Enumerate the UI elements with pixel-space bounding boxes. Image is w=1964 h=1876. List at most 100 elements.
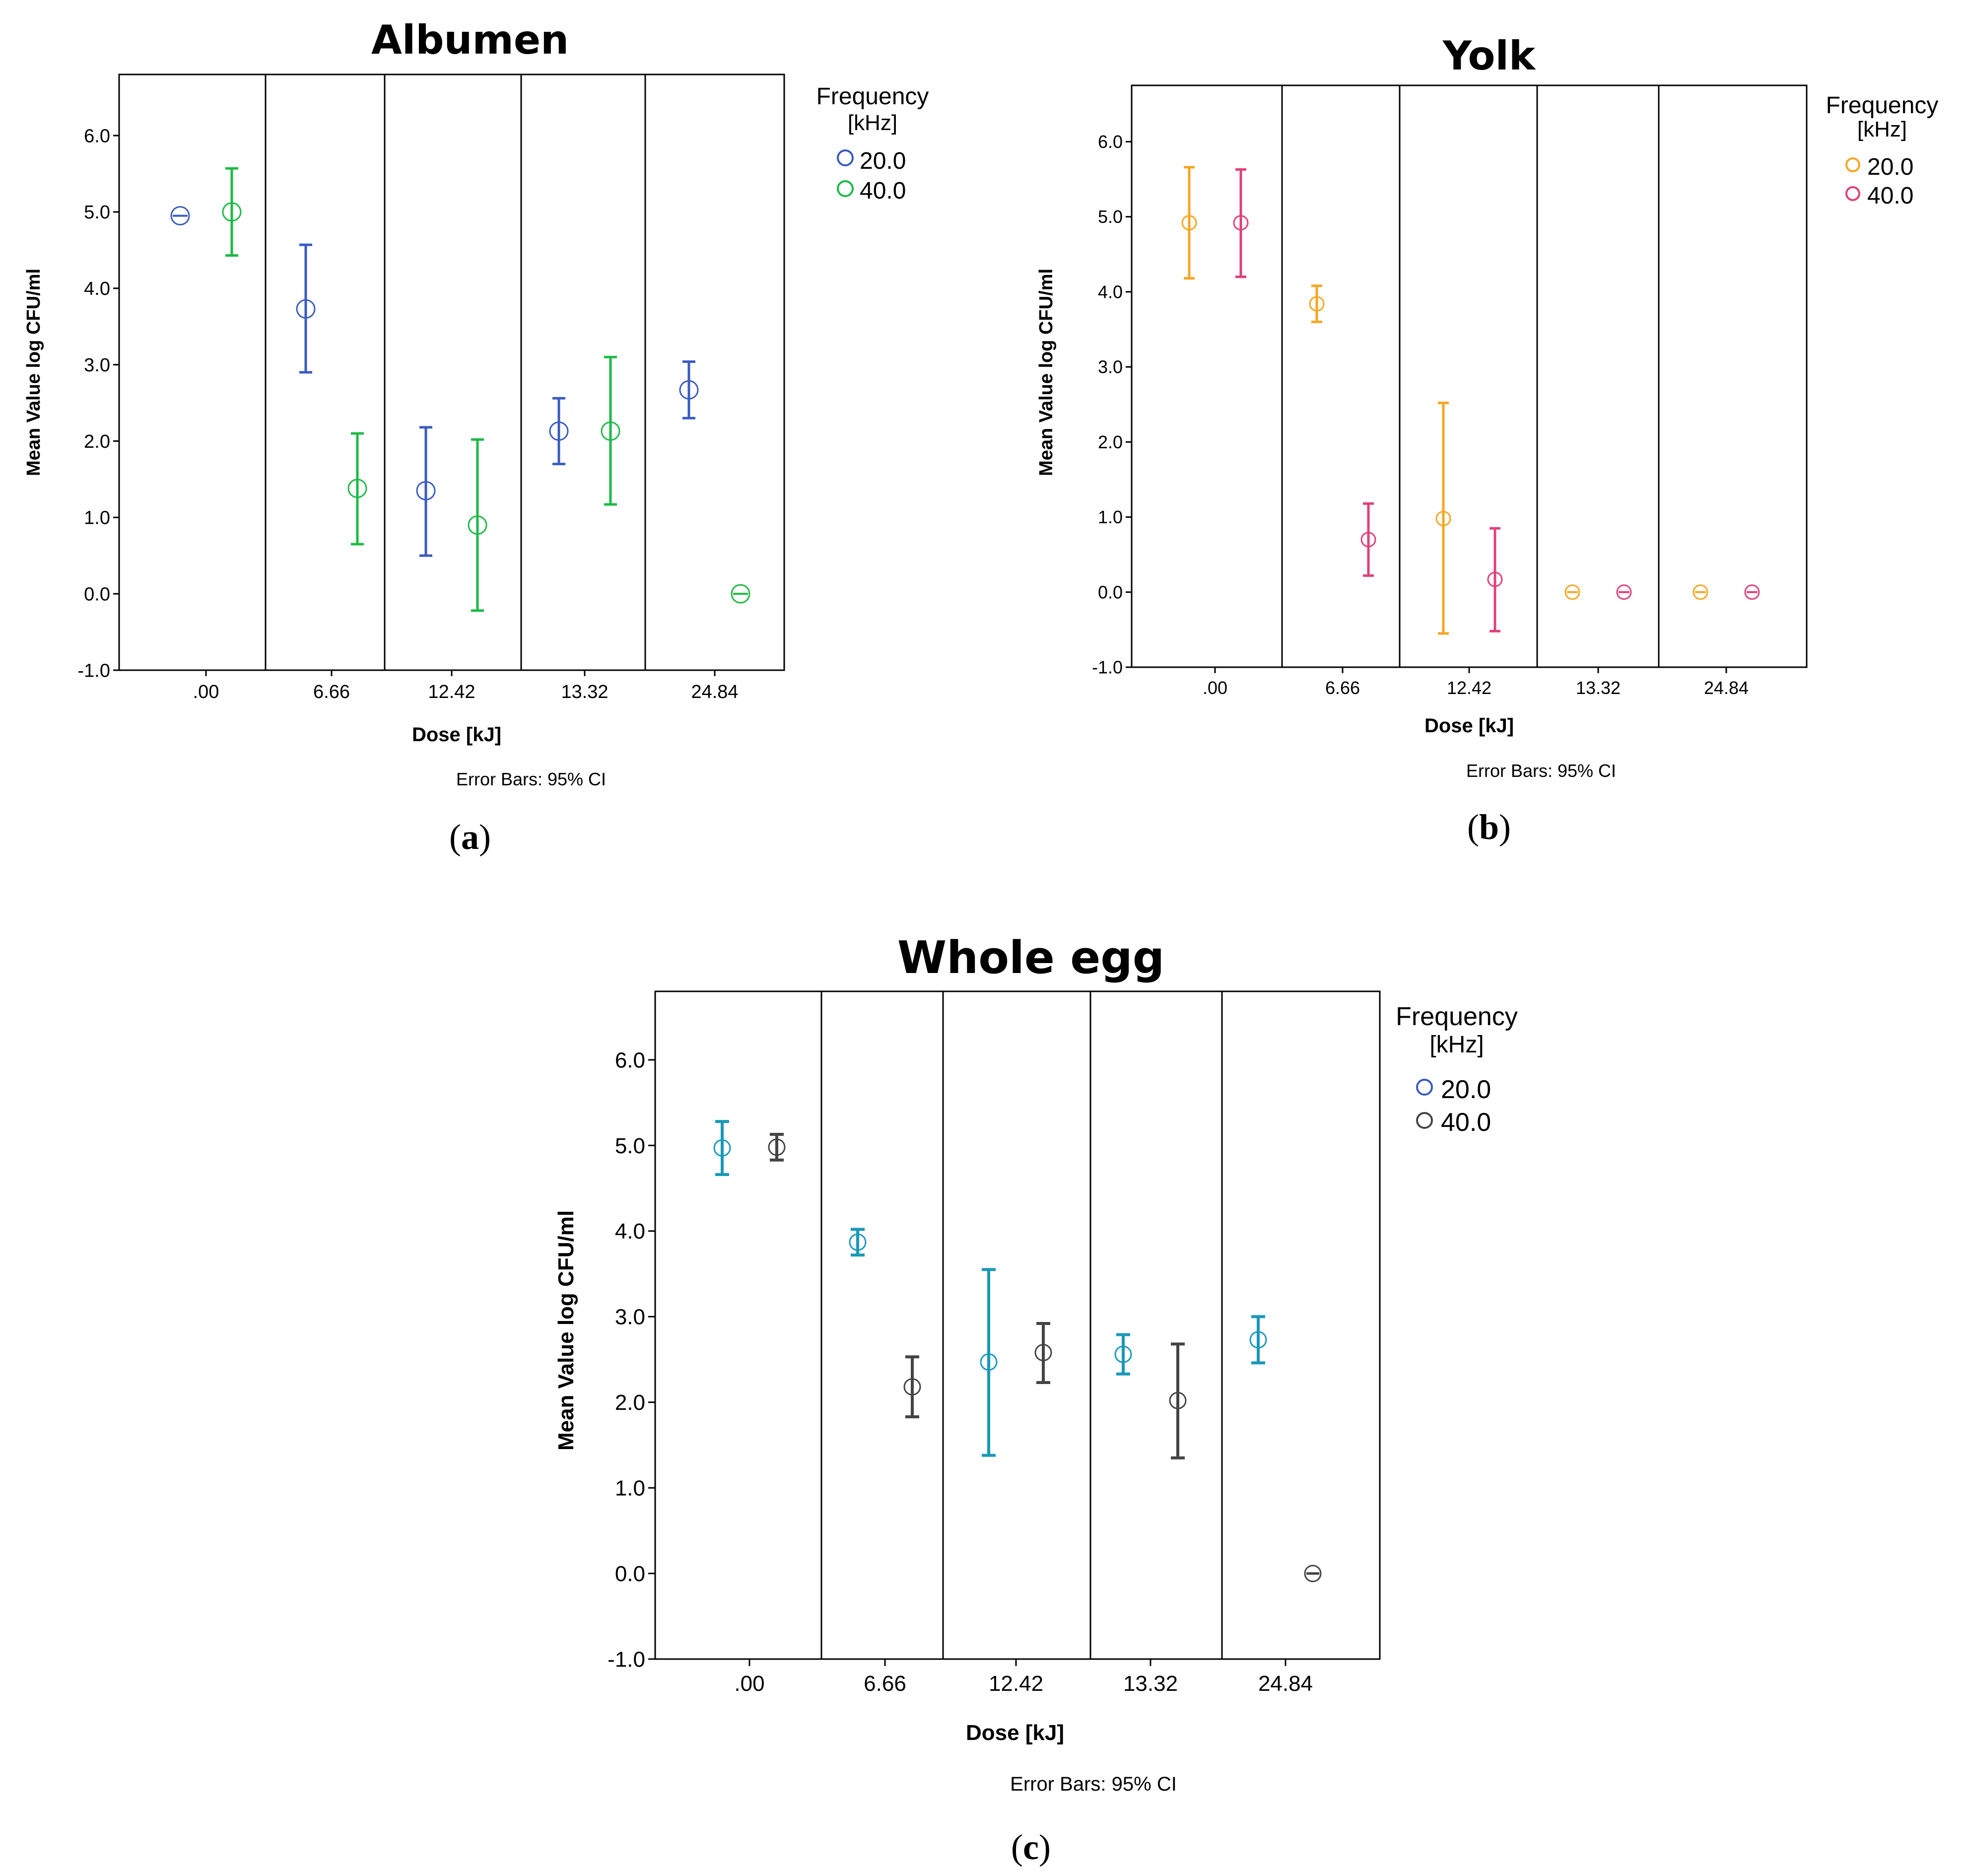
data-marks: [170, 167, 750, 612]
panel-letter: a: [461, 817, 479, 857]
y-tick-label: 0.0: [615, 1562, 645, 1586]
data-point-20-0: [549, 397, 569, 466]
plot-frame: [118, 73, 785, 671]
x-tick-label: 12.42: [989, 1671, 1043, 1696]
y-tick-label: -1.0: [1092, 657, 1123, 678]
mean-marker: [416, 481, 436, 500]
data-point-40-0: [601, 355, 620, 506]
x-tick-label: 13.32: [1576, 678, 1621, 698]
mean-marker: [980, 1353, 998, 1371]
data-point-20-0: [1181, 166, 1197, 280]
mean-marker: [549, 421, 569, 441]
plot-frame: [1131, 84, 1808, 668]
mean-marker: [1233, 215, 1249, 231]
legend-title-unit: [kHz]: [848, 111, 897, 135]
x-tick-label: 6.66: [313, 682, 350, 702]
mean-marker: [1616, 584, 1632, 600]
data-point-40-0: [1360, 502, 1376, 577]
error-bar-note: Error Bars: 95% CI: [1466, 761, 1616, 781]
y-tick-label: 1.0: [1098, 507, 1123, 527]
data-point-40-0: [903, 1355, 921, 1419]
category-separators: [1281, 85, 1660, 667]
mean-marker: [713, 1139, 731, 1157]
y-tick-label: 2.0: [1098, 432, 1123, 452]
legend-marker-40: [1416, 1112, 1433, 1129]
legend-title: Frequency: [1826, 92, 1939, 119]
x-tick-label: 24.84: [1704, 678, 1749, 698]
panel-label: (a): [449, 817, 491, 857]
chart-title: Yolk: [1442, 33, 1536, 79]
panel-yolk: Yolk -1.0 0.0 1.0 2.0 3.0 4.0 5.0 6.0 .00 6.66 12…: [1036, 33, 1938, 847]
data-point-20-0: [980, 1268, 998, 1457]
y-tick-label: 5.0: [84, 202, 110, 223]
data-point-40-0: [347, 432, 367, 546]
data-point-20-0: [1114, 1333, 1132, 1376]
y-tick-label: 1.0: [84, 508, 110, 529]
panel-label: (b): [1467, 807, 1511, 847]
x-tick-label: 24.84: [691, 682, 738, 702]
error-bar-note: Error Bars: 95% CI: [456, 769, 606, 789]
data-point-20-0: [1435, 402, 1451, 635]
mean-marker: [768, 1138, 786, 1156]
y-tick-label: 4.0: [84, 278, 110, 299]
legend-label-40: 40.0: [1441, 1108, 1491, 1137]
y-tick-label: -1.0: [608, 1647, 645, 1671]
y-tick-label: 5.0: [615, 1134, 645, 1158]
x-tick-label: 6.66: [1325, 678, 1360, 698]
data-point-40-0: [1169, 1342, 1187, 1459]
legend-marker-20: [1845, 157, 1860, 172]
data-point-20-0: [849, 1228, 867, 1257]
data-point-20-0: [416, 426, 436, 557]
y-axis-ticks: -1.0 0.0 1.0 2.0 3.0 4.0 5.0 6.0: [1092, 132, 1132, 678]
data-point-40-0: [222, 167, 242, 257]
mean-marker: [903, 1378, 921, 1396]
data-point-40-0: [1304, 1565, 1322, 1583]
x-axis-ticks: .00 6.66 12.42 13.32 24.84: [193, 670, 739, 702]
y-tick-label: 0.0: [84, 584, 110, 605]
x-tick-label: 13.32: [1123, 1671, 1178, 1696]
plot-frame: [654, 990, 1381, 1660]
y-tick-label: 4.0: [1098, 281, 1123, 302]
x-tick-label: 6.66: [864, 1671, 906, 1696]
panel-whole-egg: Whole egg -1.0 0.0 1.0 2.0 3.0 4.0 5.0 6.0 .00 6…: [554, 932, 1518, 1867]
data-point-20-0: [1693, 584, 1708, 600]
y-axis-label: Mean Value log CFU/ml: [554, 1210, 578, 1451]
data-point-20-0: [1564, 584, 1580, 600]
legend-title: Frequency: [1396, 1002, 1518, 1031]
data-point-20-0: [1249, 1315, 1267, 1365]
x-axis-ticks: .00 6.66 12.42 13.32 24.84: [1203, 667, 1749, 698]
panel-letter: b: [1479, 807, 1499, 847]
legend-title-unit: [kHz]: [1429, 1032, 1484, 1058]
panel-albumen: Albumen -1.0 0.0 1.0 2.0 3.0 4.0 5.0 6.0 .00 6.6…: [23, 17, 929, 857]
data-marks: [713, 1120, 1322, 1583]
x-tick-label: .00: [734, 1671, 764, 1696]
x-axis-ticks: .00 6.66 12.42 13.32 24.84: [734, 1659, 1313, 1696]
data-point-20-0: [713, 1120, 731, 1177]
mean-marker: [1487, 571, 1503, 587]
data-point-40-0: [768, 1132, 786, 1162]
y-tick-label: 1.0: [615, 1476, 645, 1501]
x-axis-label: Dose [kJ]: [1424, 715, 1514, 737]
y-tick-label: 4.0: [615, 1219, 645, 1244]
y-tick-label: 3.0: [1098, 357, 1123, 377]
mean-marker: [468, 515, 487, 535]
y-tick-label: -1.0: [78, 660, 110, 681]
y-axis-ticks: -1.0 0.0 1.0 2.0 3.0 4.0 5.0 6.0: [608, 1048, 655, 1671]
y-tick-label: 3.0: [84, 355, 110, 376]
data-point-20-0: [679, 360, 699, 419]
x-tick-label: .00: [193, 682, 219, 702]
mean-marker: [1564, 584, 1580, 600]
mean-marker: [849, 1233, 867, 1251]
mean-marker: [1034, 1344, 1052, 1362]
mean-marker: [1249, 1331, 1267, 1349]
legend-marker-20: [837, 149, 854, 166]
mean-marker: [1309, 296, 1325, 312]
y-axis-ticks: -1.0 0.0 1.0 2.0 3.0 4.0 5.0 6.0: [78, 126, 119, 681]
mean-marker: [731, 584, 750, 604]
mean-marker: [222, 202, 242, 222]
mean-marker: [1181, 215, 1197, 231]
legend-label-20: 20.0: [1441, 1075, 1491, 1104]
mean-marker: [1744, 584, 1760, 600]
panel-label: (c): [1011, 1827, 1051, 1867]
panel-letter: c: [1023, 1827, 1039, 1867]
